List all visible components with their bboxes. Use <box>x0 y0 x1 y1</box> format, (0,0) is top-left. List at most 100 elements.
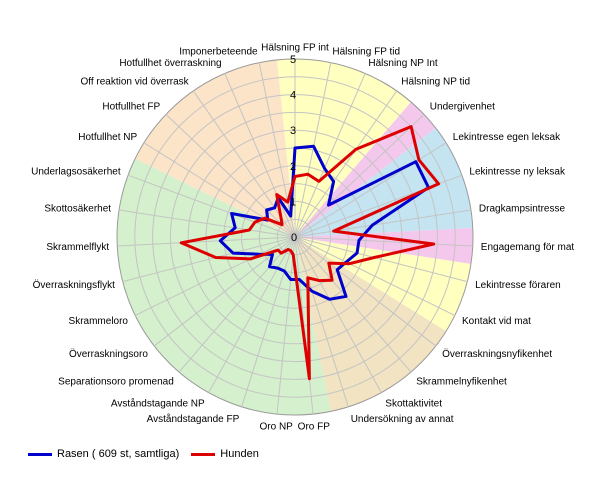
grid-spoke-13 <box>294 236 382 393</box>
grid-spoke-5 <box>294 142 447 238</box>
grid-spoke-14 <box>294 236 349 407</box>
data-point-dog-21 <box>249 258 252 260</box>
data-point-dog-16 <box>292 253 295 256</box>
category-label: Hälsning NP tid <box>401 77 470 88</box>
category-label: Dragkampsintresse <box>479 204 566 215</box>
category-label: Lekintresse egen leksak <box>453 132 561 143</box>
data-point-dog-19 <box>280 252 282 254</box>
category-label: Undersökning av annat <box>351 414 454 425</box>
grid-spoke-19 <box>178 236 296 373</box>
data-point-dog-28 <box>280 215 282 218</box>
series-lines <box>179 125 441 381</box>
grid-spoke-3 <box>294 90 398 238</box>
data-point-dog-29 <box>275 193 278 196</box>
data-point-dog-0 <box>294 175 296 178</box>
category-label: Överraskningsflykt <box>33 279 115 291</box>
data-point-breed-27 <box>265 209 268 211</box>
data-point-breed-24 <box>234 227 236 229</box>
data-point-dog-27 <box>281 223 283 226</box>
category-label: Skottaktivitet <box>385 399 442 410</box>
grid-spoke-23 <box>117 236 296 247</box>
grid-spoke-27 <box>165 114 296 238</box>
data-point-breed-7 <box>371 224 374 226</box>
data-point-breed-25 <box>230 212 233 215</box>
data-point-dog-23 <box>180 242 182 244</box>
grid-spoke-25 <box>127 174 296 238</box>
data-point-dog-22 <box>214 256 217 259</box>
category-label: Separationsoro promenad <box>58 377 174 388</box>
data-point-breed-8 <box>358 239 360 241</box>
legend-item-dog: Hunden <box>191 448 259 460</box>
data-point-breed-14 <box>311 290 313 293</box>
radial-tick-labels: 1 2 3 4 5 0 <box>290 54 297 244</box>
data-point-dog-17 <box>289 249 292 252</box>
data-point-dog-6 <box>437 183 440 185</box>
data-point-breed-3 <box>332 180 335 183</box>
legend-label-breed: Rasen ( 609 st, samtliga) <box>57 448 180 460</box>
category-label: Oro FP <box>298 422 331 433</box>
category-label: Off reaktion vid överrask <box>80 77 189 88</box>
radial-tick-label: 1 <box>290 196 296 208</box>
data-point-breed-18 <box>276 267 279 269</box>
data-point-dog-8 <box>432 243 435 245</box>
category-label: Undergivenhet <box>430 102 495 113</box>
data-point-dog-20 <box>277 249 279 251</box>
grid-spoke-28 <box>192 90 296 238</box>
sector-background-6 <box>117 158 331 415</box>
data-point-dog-7 <box>332 230 335 232</box>
category-label: Skottosäkerhet <box>44 204 111 215</box>
grid-spoke-21 <box>134 236 296 316</box>
data-point-breed-1 <box>312 145 315 148</box>
data-point-breed-28 <box>273 207 276 209</box>
category-label: Hälsning NP Int <box>368 58 438 69</box>
data-point-dog-12 <box>331 279 333 282</box>
data-point-breed-13 <box>328 298 331 301</box>
data-point-breed-20 <box>271 253 274 256</box>
data-point-breed-12 <box>345 295 347 298</box>
data-point-dog-2 <box>318 180 320 183</box>
category-label: Imponerbeteende <box>179 46 258 57</box>
category-label: Skrammelflykt <box>46 242 109 253</box>
legend-label-dog: Hunden <box>220 448 259 460</box>
data-point-breed-2 <box>323 167 326 170</box>
sector-background-4 <box>295 237 471 332</box>
grid-spoke-10 <box>294 236 456 316</box>
category-label: Hotfullhet NP <box>78 132 137 143</box>
data-point-dog-9 <box>373 256 376 259</box>
category-label: Överraskningsoro <box>69 348 148 360</box>
data-point-dog-18 <box>287 248 289 251</box>
radial-tick-label-zero: 0 <box>291 232 297 244</box>
sector-background-7 <box>135 59 295 237</box>
data-point-breed-17 <box>283 270 286 272</box>
legend: Rasen ( 609 st, samtliga) Hunden <box>28 446 271 462</box>
grid-spoke-17 <box>241 236 296 407</box>
grid-spoke-9 <box>294 236 468 283</box>
data-point-breed-16 <box>289 278 292 281</box>
category-label: Lekintresse föraren <box>475 280 561 291</box>
data-point-dog-13 <box>318 279 321 282</box>
data-point-breed-9 <box>356 252 358 254</box>
data-point-dog-1 <box>307 173 309 175</box>
category-label: Hotfullhet FP <box>102 102 160 113</box>
grid-spoke-16 <box>276 236 296 415</box>
grid-spoke-22 <box>122 236 296 283</box>
radial-tick-label: 5 <box>290 54 296 66</box>
grid-spoke-8 <box>294 236 473 247</box>
data-point-breed-4 <box>327 204 330 206</box>
radial-tick-label: 3 <box>290 125 296 137</box>
data-point-breed-19 <box>268 265 271 268</box>
legend-item-breed: Rasen ( 609 st, samtliga) <box>28 448 179 460</box>
radial-tick-label: 4 <box>290 90 296 102</box>
legend-swatch-breed <box>28 452 52 456</box>
grid-spoke-7 <box>294 209 472 238</box>
data-point-breed-23 <box>219 240 222 242</box>
data-point-breed-22 <box>232 252 234 254</box>
grid-spoke-2 <box>294 73 366 238</box>
grid-spoke-4 <box>294 114 425 238</box>
data-point-breed-30 <box>289 215 292 217</box>
category-label: Hotfullhet överraskning <box>119 58 221 69</box>
category-label: Avståndstagande NP <box>111 398 205 410</box>
data-point-dog-24 <box>248 229 251 231</box>
category-label: Lekintresse ny leksak <box>469 167 566 178</box>
